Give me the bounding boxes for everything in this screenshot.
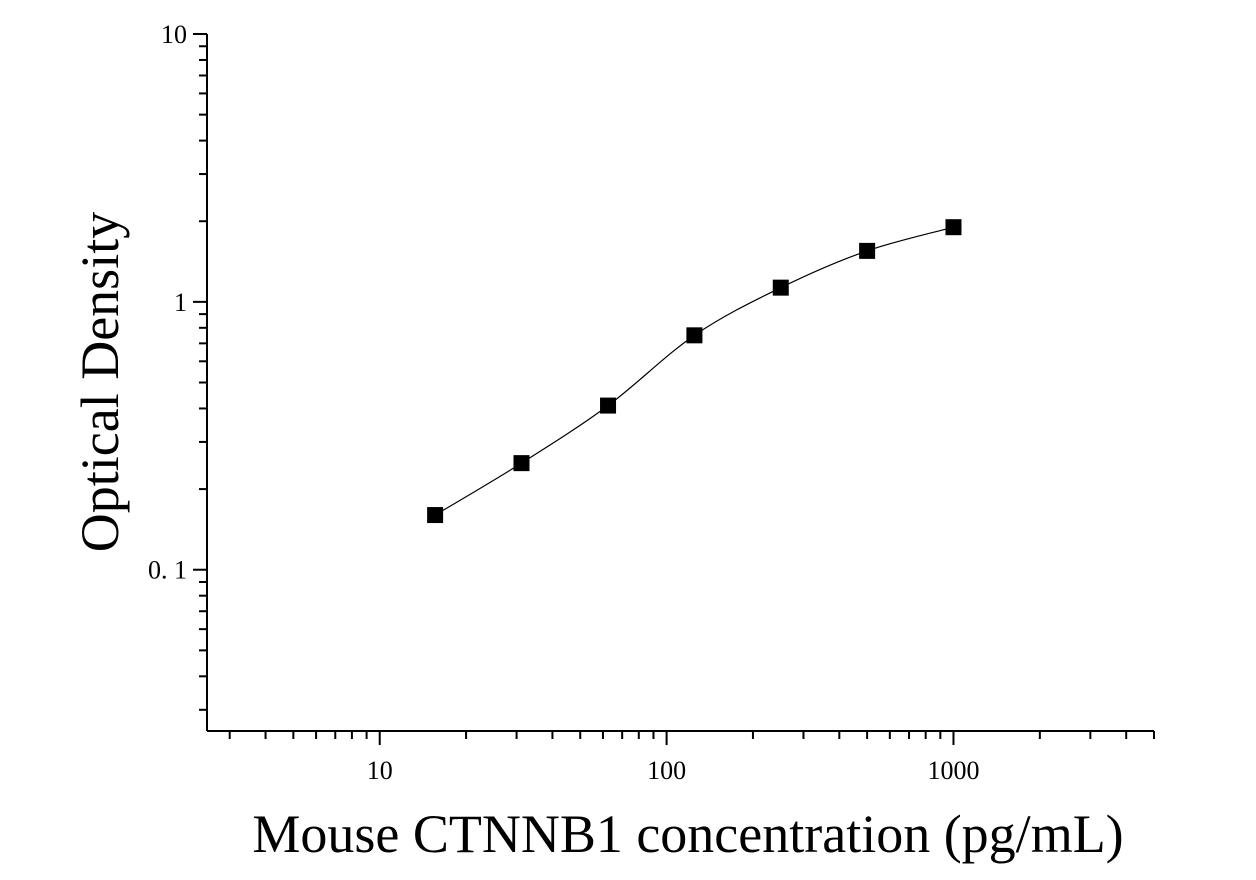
fit-curve [434, 226, 954, 516]
data-point [513, 455, 530, 472]
ticks [193, 33, 1155, 745]
y-tick-label: 10 [161, 20, 187, 49]
y-tick-label: 1 [174, 288, 187, 317]
data-point [600, 397, 617, 414]
tick-labels: 10 100 1000 0. 1 1 10 [148, 20, 979, 785]
data-point [859, 242, 876, 259]
x-tick-label: 100 [647, 756, 686, 785]
data-points [427, 219, 962, 524]
data-point [772, 279, 789, 296]
x-axis-title: Mouse CTNNB1 concentration (pg/mL) [252, 804, 1123, 864]
y-tick-label: 0. 1 [148, 556, 187, 585]
x-tick-label: 1000 [927, 756, 979, 785]
x-tick-label: 10 [367, 756, 393, 785]
data-point [686, 327, 703, 344]
y-axis-title: Optical Density [70, 212, 130, 552]
data-point [945, 219, 962, 236]
axes [206, 34, 1154, 732]
data-point [427, 507, 444, 524]
